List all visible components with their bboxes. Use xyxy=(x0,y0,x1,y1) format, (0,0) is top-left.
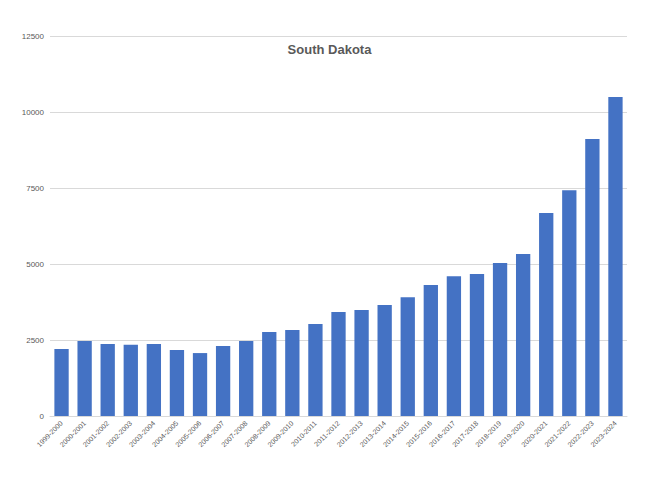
svg-text:2010-2011: 2010-2011 xyxy=(289,419,318,448)
svg-text:2011-2012: 2011-2012 xyxy=(312,419,341,448)
svg-text:South Dakota: South Dakota xyxy=(288,42,373,57)
svg-text:2015-2016: 2015-2016 xyxy=(404,419,434,449)
svg-text:0: 0 xyxy=(40,412,45,421)
svg-text:2012-2013: 2012-2013 xyxy=(335,419,365,449)
svg-text:2006-2007: 2006-2007 xyxy=(197,419,226,449)
svg-text:2017-2018: 2017-2018 xyxy=(450,419,480,449)
svg-text:5000: 5000 xyxy=(26,260,44,269)
svg-text:2019-2020: 2019-2020 xyxy=(497,419,526,449)
svg-text:2023-2024: 2023-2024 xyxy=(589,419,618,448)
svg-text:2018-2019: 2018-2019 xyxy=(474,419,503,449)
svg-text:7500: 7500 xyxy=(26,184,44,193)
svg-text:2003-2004: 2003-2004 xyxy=(127,419,157,449)
svg-text:2002-2003: 2002-2003 xyxy=(104,419,134,449)
svg-text:2000-2001: 2000-2001 xyxy=(58,419,88,449)
svg-text:2016-2017: 2016-2017 xyxy=(427,419,457,449)
svg-text:2009-2010: 2009-2010 xyxy=(266,419,295,449)
svg-text:2007-2008: 2007-2008 xyxy=(220,419,249,449)
svg-text:2014-2015: 2014-2015 xyxy=(381,419,411,449)
svg-text:2013-2014: 2013-2014 xyxy=(358,419,388,449)
svg-text:2020-2021: 2020-2021 xyxy=(520,419,549,449)
svg-text:1999-2000: 1999-2000 xyxy=(35,419,64,449)
svg-text:2008-2009: 2008-2009 xyxy=(243,419,272,449)
svg-text:2004-2005: 2004-2005 xyxy=(150,419,180,449)
svg-text:2022-2023: 2022-2023 xyxy=(566,419,595,449)
svg-text:2500: 2500 xyxy=(26,336,44,345)
svg-text:2001-2002: 2001-2002 xyxy=(81,419,111,449)
svg-text:10000: 10000 xyxy=(22,108,45,117)
svg-text:2005-2006: 2005-2006 xyxy=(173,419,203,449)
svg-text:2021-2022: 2021-2022 xyxy=(543,419,572,449)
svg-text:12500: 12500 xyxy=(22,32,45,41)
